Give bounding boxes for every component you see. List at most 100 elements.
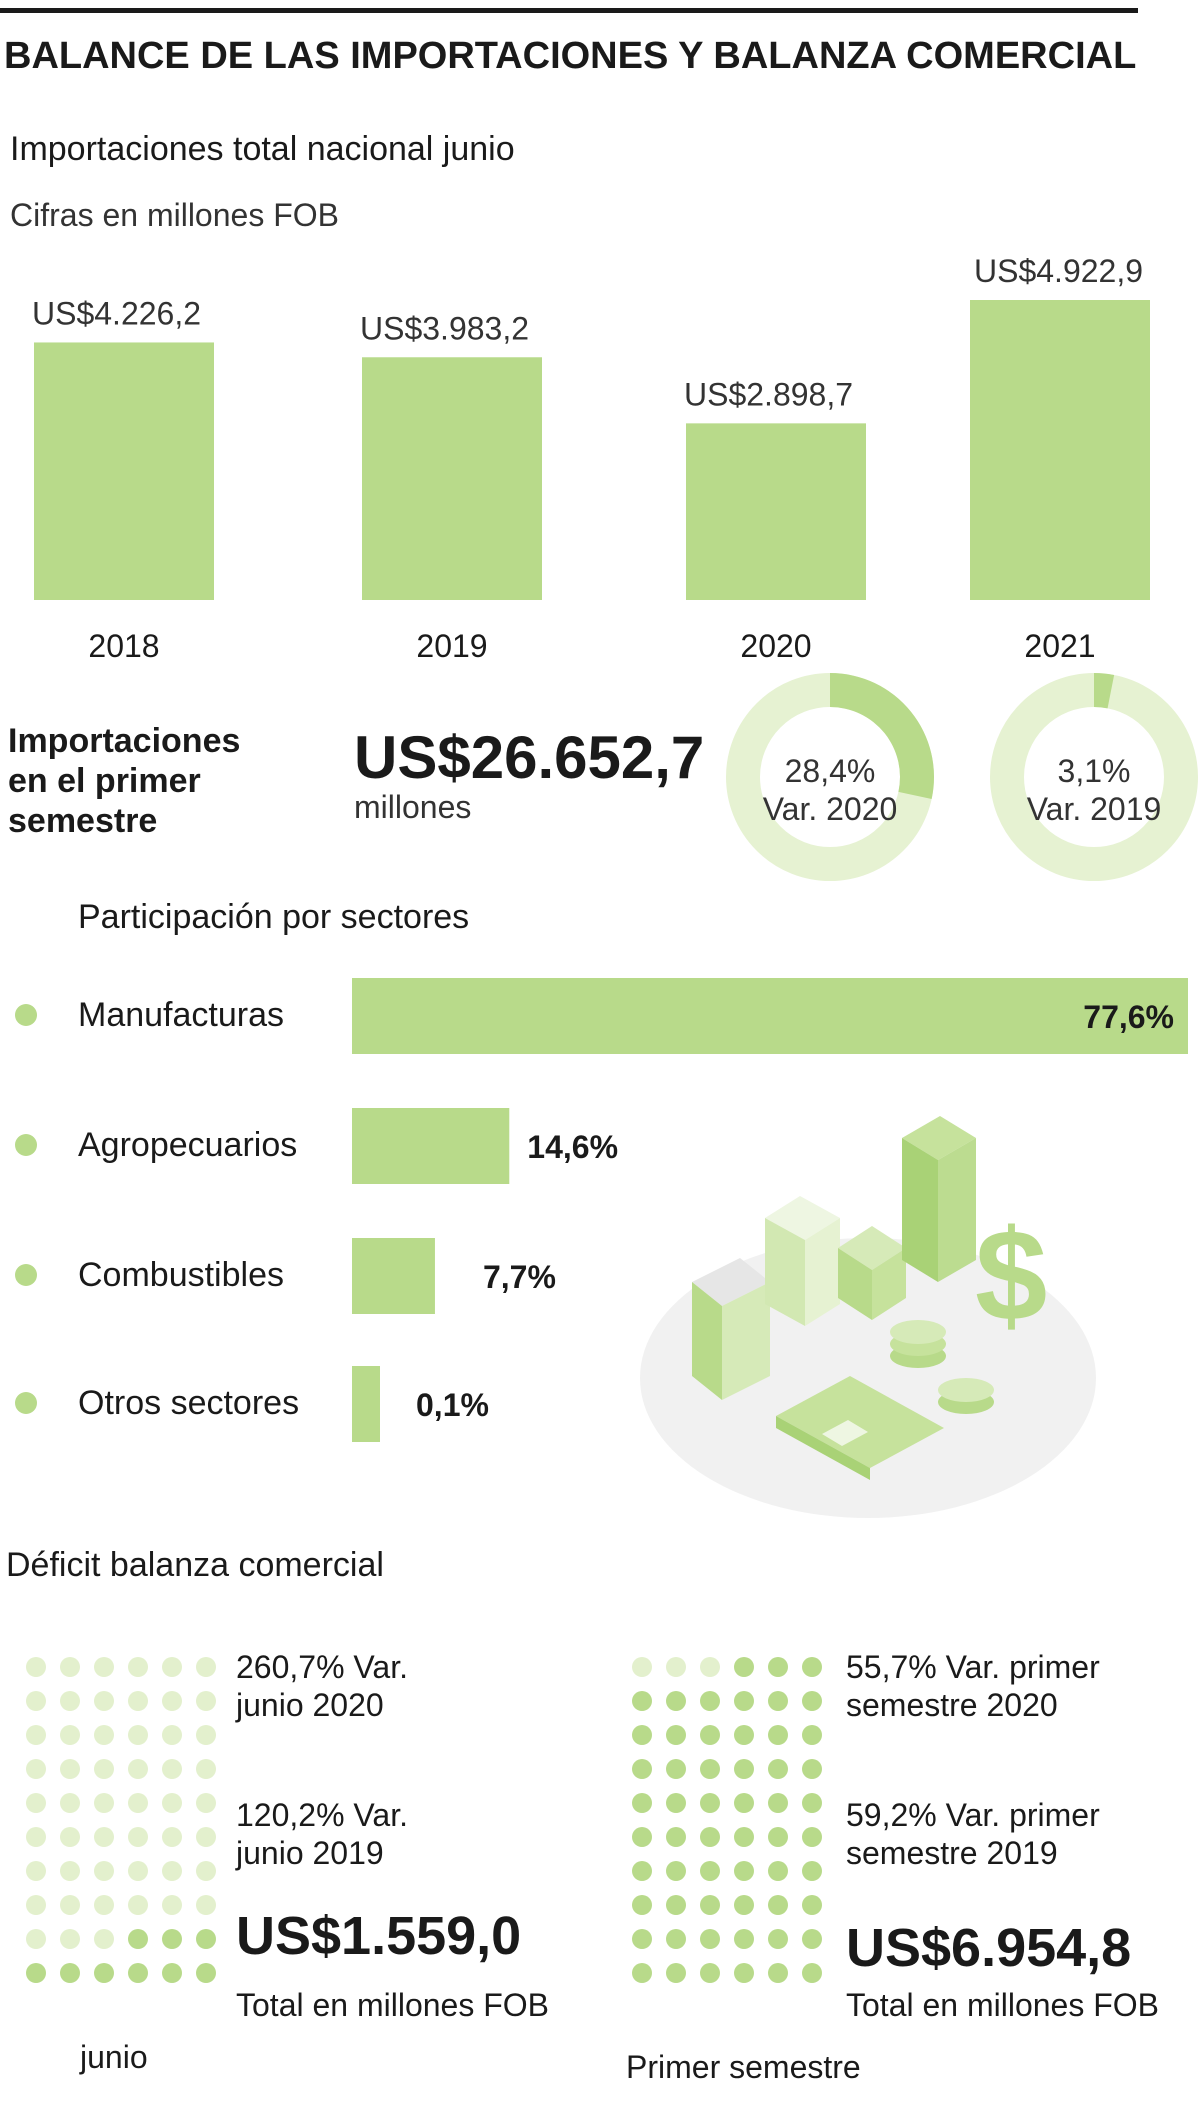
deficit-dot <box>162 1861 182 1881</box>
deficit-dot <box>802 1861 822 1881</box>
deficit-dot <box>802 1827 822 1847</box>
deficit-dot <box>94 1861 114 1881</box>
deficit-dot <box>734 1759 754 1779</box>
deficit-dot <box>768 1963 788 1983</box>
deficit-dot <box>700 1725 720 1745</box>
deficit-dot <box>196 1793 216 1813</box>
banknote-icon <box>776 1376 944 1468</box>
deficit-dot <box>734 1895 754 1915</box>
banknote-icon-side <box>776 1416 870 1480</box>
deficit-dot <box>94 1895 114 1915</box>
deficit-dot <box>60 1963 80 1983</box>
semestre-total: US$6.954,8 <box>846 1918 1131 1978</box>
junio-var1-line2: junio 2020 <box>235 1687 384 1723</box>
deficit-dot <box>700 1963 720 1983</box>
semestre-var1-line2: semestre 2020 <box>846 1687 1058 1723</box>
bar-category-label: 2020 <box>740 628 811 664</box>
sectors-title: Participación por sectores <box>78 898 469 936</box>
sector-label: Agropecuarios <box>78 1126 297 1164</box>
deficit-dot <box>26 1793 46 1813</box>
deficit-dot <box>128 1963 148 1983</box>
deficit-dot <box>196 1929 216 1949</box>
deficit-dot <box>632 1691 652 1711</box>
imports-june-title: Importaciones total nacional junio <box>10 130 515 168</box>
deficit-dot <box>26 1691 46 1711</box>
deficit-dot <box>632 1657 652 1677</box>
deficit-title: Déficit balanza comercial <box>6 1546 384 1584</box>
deficit-dot <box>802 1759 822 1779</box>
deficit-dot <box>196 1657 216 1677</box>
bar-2019 <box>362 357 542 600</box>
deficit-dot <box>700 1793 720 1813</box>
deficit-dot <box>666 1657 686 1677</box>
deficit-dot <box>196 1827 216 1847</box>
dot-grid-junio <box>26 1657 216 1983</box>
sector-bar <box>352 1366 380 1442</box>
deficit-dot <box>128 1827 148 1847</box>
deficit-dot <box>196 1759 216 1779</box>
deficit-dot <box>26 1895 46 1915</box>
deficit-dot <box>768 1895 788 1915</box>
deficit-dot <box>734 1963 754 1983</box>
deficit-dot <box>666 1759 686 1779</box>
deficit-dot <box>60 1895 80 1915</box>
semestre-var1-line1: 55,7% Var. primer <box>846 1649 1100 1685</box>
deficit-dot <box>196 1861 216 1881</box>
deficit-dot <box>734 1793 754 1813</box>
deficit-dot <box>734 1861 754 1881</box>
deficit-dot <box>734 1827 754 1847</box>
deficit-dot <box>700 1861 720 1881</box>
deficit-dot <box>768 1793 788 1813</box>
deficit-dot <box>196 1963 216 1983</box>
deficit-dot <box>94 1827 114 1847</box>
sector-bar <box>352 978 1188 1054</box>
junio-caption: junio <box>79 2039 148 2075</box>
donut-2019-segment <box>1094 673 1115 709</box>
deficit-dot <box>768 1929 788 1949</box>
deficit-dot <box>60 1793 80 1813</box>
deficit-dot <box>666 1963 686 1983</box>
deficit-dot <box>162 1759 182 1779</box>
vertical-bar-chart: US$4.226,2 2018 US$3.983,2 2019 US$2.898,7 20… <box>32 253 1150 664</box>
bar-value-label: US$4.226,2 <box>32 295 201 331</box>
sector-value-label: 7,7% <box>483 1259 556 1295</box>
horizontal-bar-chart: Manufacturas 77,6% Agropecuarios 14,6% Combu… <box>15 978 1188 1442</box>
deficit-dot <box>666 1793 686 1813</box>
semester-label-line1: Importaciones <box>8 722 240 760</box>
deficit-dot <box>94 1963 114 1983</box>
deficit-dot <box>196 1725 216 1745</box>
deficit-dot <box>802 1895 822 1915</box>
deficit-dot <box>734 1929 754 1949</box>
bar-category-label: 2019 <box>416 628 487 664</box>
illustration-box-top <box>692 1258 770 1306</box>
bar-value-label: US$2.898,7 <box>684 376 853 412</box>
semester-unit: millones <box>354 789 471 825</box>
sector-label: Otros sectores <box>78 1384 299 1422</box>
semester-label-line2: en el primer <box>8 762 201 800</box>
donut-2020-segment <box>830 673 934 800</box>
semestre-var2-line2: semestre 2019 <box>846 1835 1058 1871</box>
deficit-dot <box>700 1657 720 1677</box>
sector-bar <box>352 1238 435 1314</box>
deficit-dot <box>26 1861 46 1881</box>
deficit-dot <box>128 1861 148 1881</box>
deficit-dot <box>734 1691 754 1711</box>
sector-value-label: 0,1% <box>416 1387 489 1423</box>
deficit-dot <box>60 1827 80 1847</box>
deficit-dot <box>128 1691 148 1711</box>
imports-june-subtitle: Cifras en millones FOB <box>10 197 339 233</box>
illustration-tower-left <box>765 1218 805 1326</box>
deficit-dot <box>162 1725 182 1745</box>
illustration-tower-right <box>805 1218 840 1326</box>
semester-total: US$26.652,7 <box>354 724 704 791</box>
deficit-dot <box>768 1827 788 1847</box>
deficit-dot <box>162 1929 182 1949</box>
deficit-dot <box>666 1895 686 1915</box>
sector-label: Manufacturas <box>78 996 284 1034</box>
deficit-dot <box>60 1861 80 1881</box>
sector-value-label: 77,6% <box>1083 999 1174 1035</box>
deficit-dot <box>94 1657 114 1677</box>
deficit-dot <box>128 1929 148 1949</box>
deficit-dot <box>734 1725 754 1745</box>
